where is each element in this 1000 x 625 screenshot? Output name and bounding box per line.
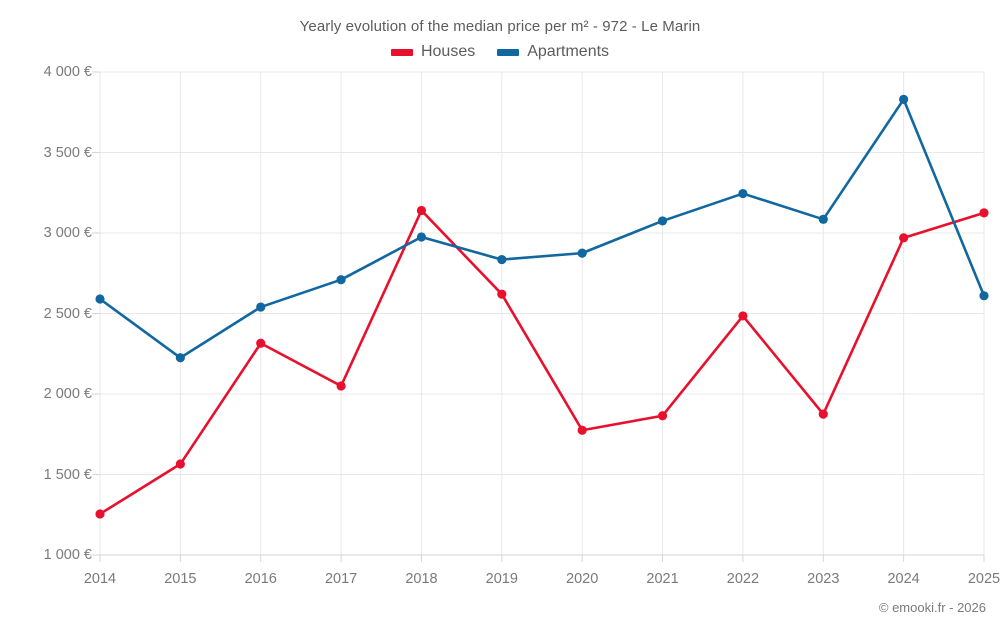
- data-point-apartments-2017[interactable]: [336, 275, 346, 285]
- legend-item-apartments[interactable]: Apartments: [497, 44, 609, 60]
- data-point-apartments-2025[interactable]: [979, 291, 989, 301]
- data-point-houses-2021[interactable]: [657, 411, 668, 421]
- y-axis-label-2000: 2 000 €: [43, 386, 92, 402]
- legend-item-houses[interactable]: Houses: [390, 43, 476, 60]
- data-point-apartments-2016[interactable]: [256, 302, 266, 312]
- y-axis-label-2500: 2 500 €: [43, 305, 92, 322]
- data-point-apartments-2023[interactable]: [818, 214, 828, 224]
- y-axis-label-1500: 1 500 €: [43, 466, 92, 483]
- data-point-apartments-2014[interactable]: [95, 294, 105, 304]
- data-point-houses-2023[interactable]: [818, 409, 828, 419]
- x-axis-label-2023: 2023: [807, 571, 840, 587]
- data-point-houses-2020[interactable]: [577, 425, 587, 435]
- x-axis-label-2020: 2020: [566, 571, 599, 587]
- y-axis-label-4000: 4 000 €: [43, 64, 92, 80]
- data-point-apartments-2020[interactable]: [577, 248, 587, 258]
- data-point-houses-2017[interactable]: [336, 381, 346, 391]
- x-axis-label-2015: 2015: [164, 571, 197, 587]
- x-axis-label-2025: 2025: [967, 571, 1000, 587]
- data-point-apartments-2022[interactable]: [738, 188, 748, 199]
- chart-title: Yearly evolution of the median price per…: [299, 18, 701, 35]
- data-point-houses-2019[interactable]: [497, 289, 507, 299]
- data-point-houses-2018[interactable]: [416, 205, 427, 216]
- x-axis-label-2019: 2019: [485, 571, 518, 587]
- data-point-houses-2015[interactable]: [175, 459, 185, 469]
- data-point-apartments-2021[interactable]: [657, 216, 668, 226]
- data-point-houses-2025[interactable]: [979, 208, 989, 218]
- copyright-credit: © emooki.fr - 2026: [878, 600, 986, 615]
- data-point-apartments-2019[interactable]: [497, 254, 507, 265]
- x-axis-label-2022: 2022: [726, 571, 760, 587]
- chart-legend: Houses Apartments: [0, 44, 1000, 60]
- y-axis-label-3000: 3 000 €: [43, 225, 92, 241]
- x-axis-label-2016: 2016: [244, 571, 277, 587]
- x-axis-label-2018: 2018: [405, 571, 438, 587]
- data-point-houses-2024[interactable]: [899, 233, 909, 243]
- data-point-apartments-2018[interactable]: [416, 232, 427, 242]
- series-line-apartments: [98, 98, 986, 360]
- legend-swatch-houses: [390, 48, 413, 56]
- legend-label-apartments: Apartments: [527, 43, 610, 60]
- x-axis-label-2024: 2024: [887, 571, 920, 587]
- y-axis-label-3500: 3 500 €: [43, 144, 92, 161]
- data-point-houses-2016[interactable]: [256, 338, 266, 348]
- data-point-apartments-2015[interactable]: [175, 353, 185, 363]
- legend-label-houses: Houses: [420, 43, 476, 60]
- x-axis-label-2021: 2021: [646, 571, 679, 587]
- x-axis-label-2017: 2017: [324, 571, 358, 587]
- data-point-houses-2022[interactable]: [738, 311, 748, 321]
- series-line-houses: [98, 209, 986, 516]
- data-point-houses-2014[interactable]: [95, 509, 105, 519]
- y-axis-label-1000: 1 000 €: [43, 547, 92, 563]
- x-axis-label-2014: 2014: [83, 571, 117, 587]
- data-point-apartments-2024[interactable]: [899, 94, 909, 104]
- legend-swatch-apartments: [497, 48, 520, 56]
